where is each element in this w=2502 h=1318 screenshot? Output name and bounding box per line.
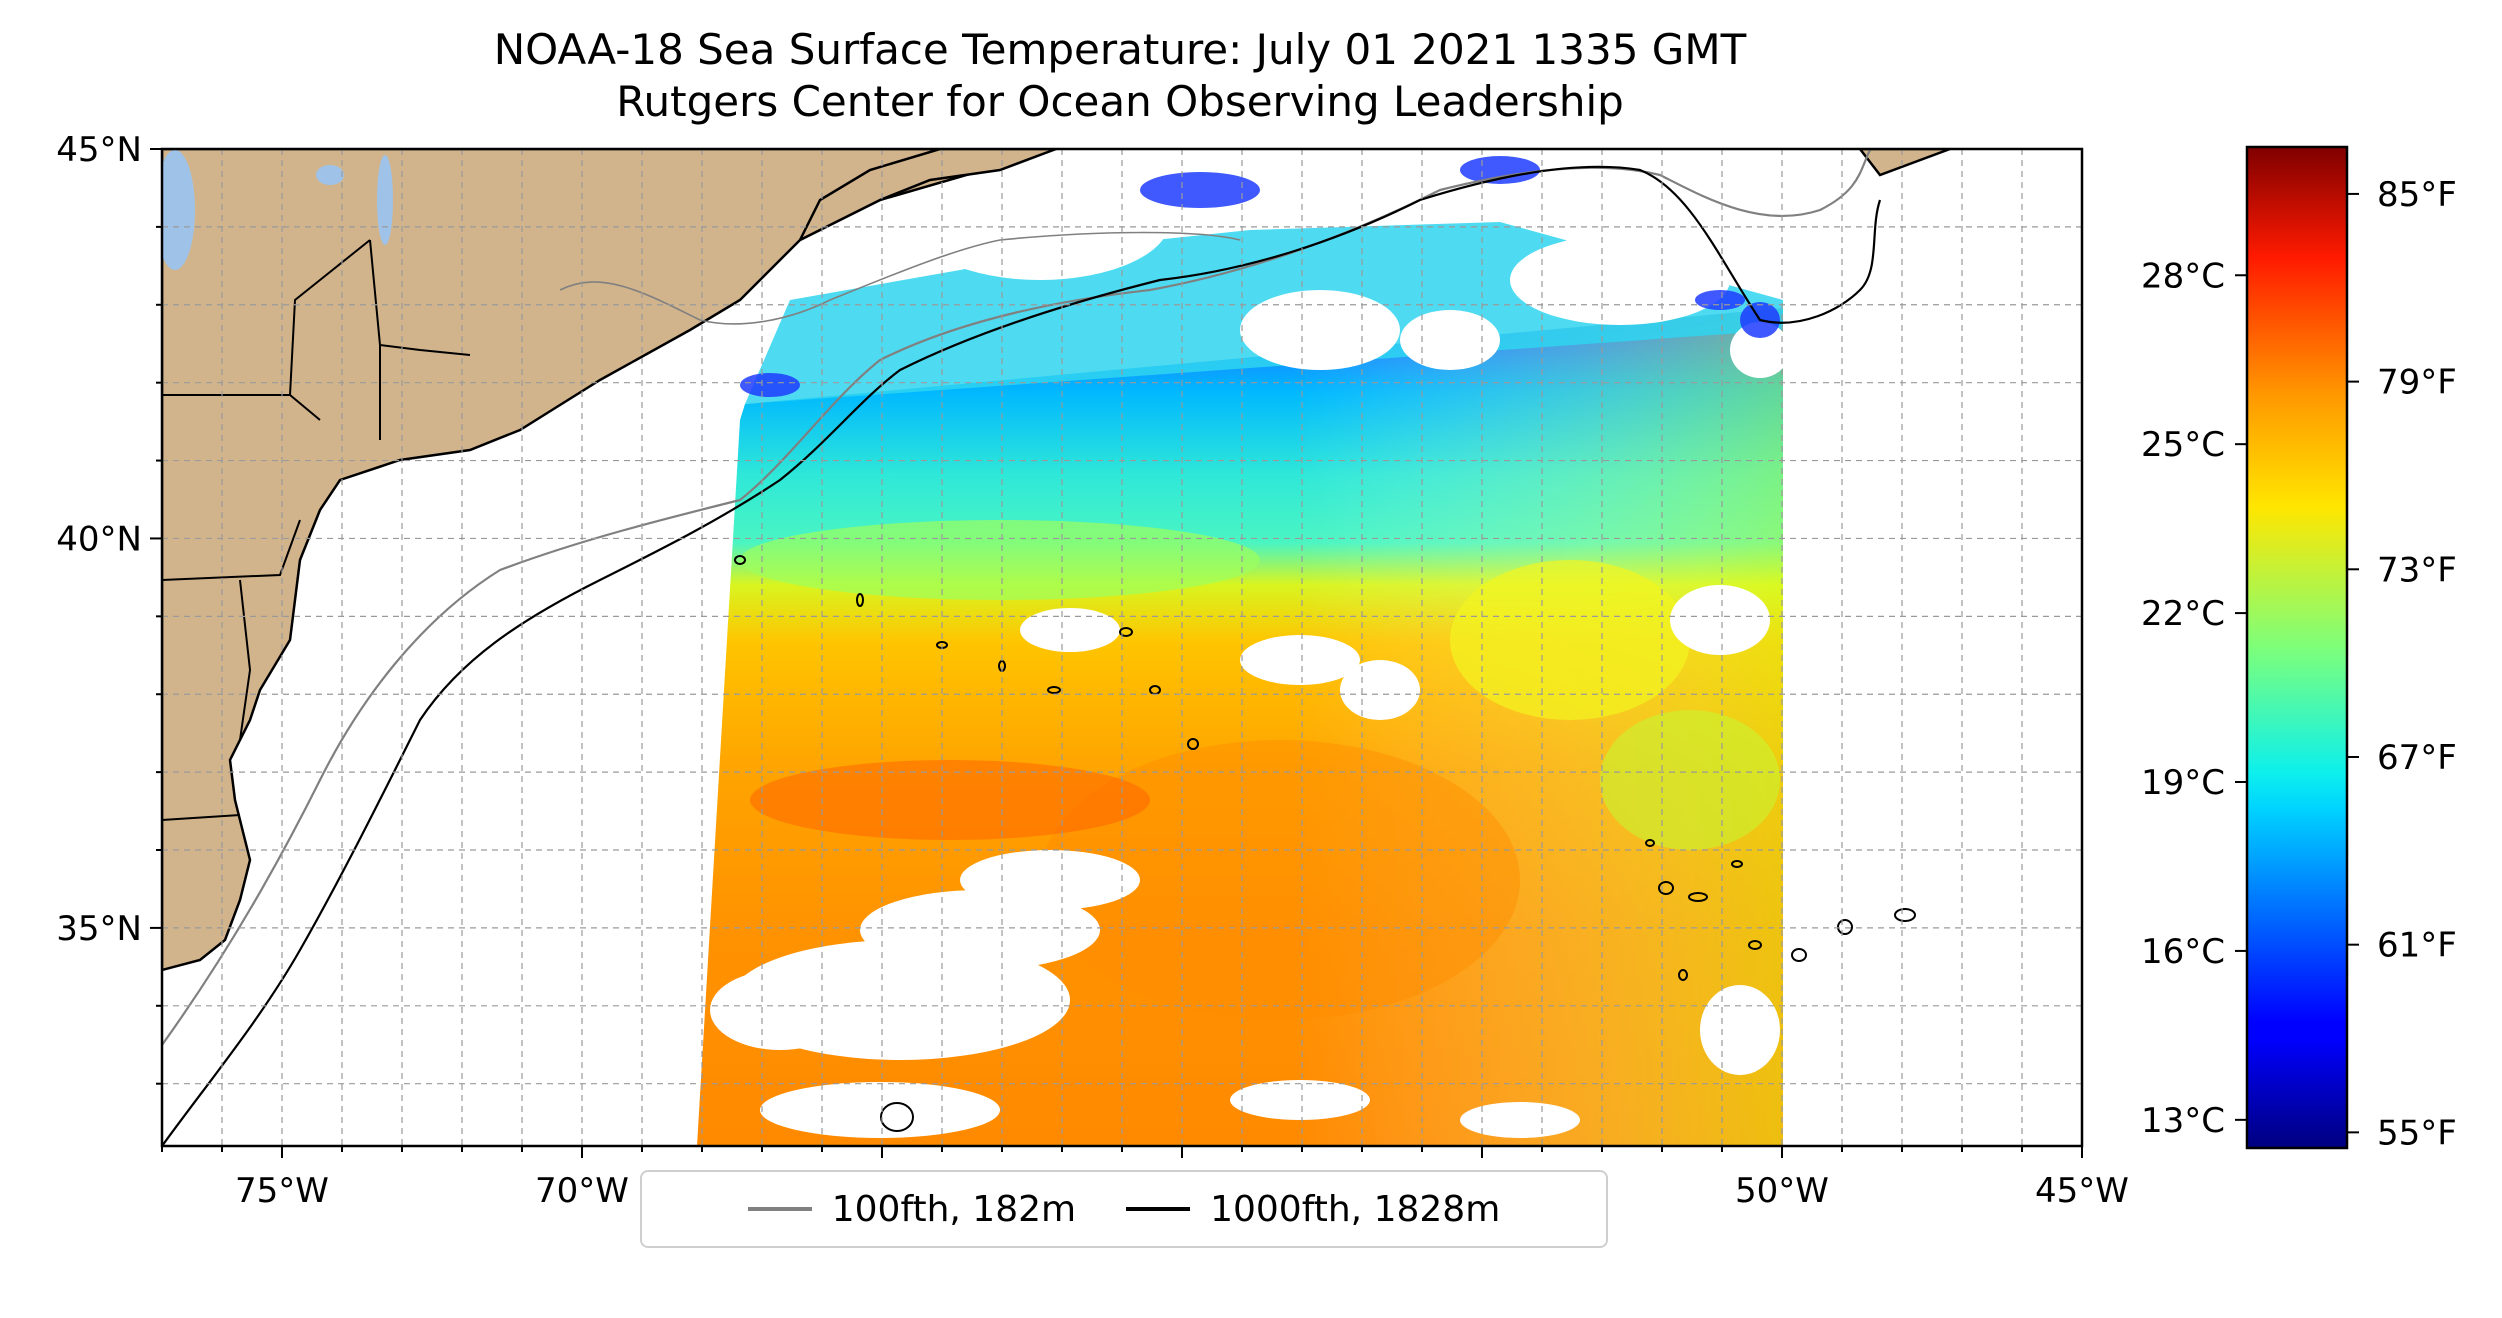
nova-scotia-land: [797, 149, 1057, 243]
colorbar-c-label: 28°C: [2141, 256, 2225, 296]
x-tick-label: 45°W: [2035, 1171, 2129, 1211]
state-borders: [162, 239, 471, 821]
title-line-2: Rutgers Center for Ocean Observing Leade…: [616, 77, 1624, 126]
colorbar-f-label: 55°F: [2377, 1113, 2457, 1153]
legend-swatch-1000fth: [1126, 1207, 1191, 1211]
cold-blue-patches: [740, 156, 1780, 397]
colorbar-c-label: 16°C: [2141, 932, 2225, 972]
gridlines: [162, 149, 2082, 1146]
sst-swath: [697, 156, 1790, 1146]
bathymetry-100fth: [162, 149, 1871, 1046]
y-tick-label: 35°N: [56, 909, 142, 949]
legend-entry-100fth: 100fth, 182m: [747, 1188, 1077, 1230]
north-america-land: [162, 149, 1057, 972]
sst-red-streak: [750, 760, 1150, 840]
lakes: [162, 150, 393, 270]
colorbar-ticks: 55°F 61°F 67°F 73°F 79°F 85°F 13°C 16°C 19°C 22°C…: [2141, 175, 2457, 1153]
colorbar-c-label: 19°C: [2141, 763, 2225, 803]
legend-label-1000fth: 1000fth, 1828m: [1210, 1188, 1501, 1230]
colorbar-c-label: 22°C: [2141, 594, 2225, 634]
colorbar-f-label: 85°F: [2377, 175, 2457, 215]
sst-yellow-eddy: [1450, 560, 1690, 720]
colorbar-c-label: 25°C: [2141, 425, 2225, 465]
colorbar-f-label: 79°F: [2377, 363, 2457, 403]
legend-entry-1000fth: 1000fth, 1828m: [1126, 1189, 1500, 1230]
colorbar-c-label: 13°C: [2141, 1101, 2225, 1141]
legend-label-100fth: 100fth, 182m: [831, 1188, 1077, 1230]
y-tick-label: 40°N: [56, 519, 142, 559]
newfoundland-land: [1858, 149, 1951, 177]
x-tick-label: 70°W: [535, 1171, 629, 1211]
colorbar: [2245, 145, 2349, 1150]
title-line-1: NOAA-18 Sea Surface Temperature: July 01…: [493, 25, 1747, 74]
land: [162, 149, 1951, 972]
bathymetry-1000fth: [162, 165, 1882, 1146]
cloud-mask: [710, 160, 1790, 1138]
colorbar-f-label: 73°F: [2377, 550, 2457, 590]
y-axis: 45°N 40°N 35°N: [56, 130, 162, 1085]
x-tick-label: 75°W: [235, 1171, 329, 1211]
sst-warm-core: [1040, 740, 1520, 1020]
x-tick-label: 50°W: [1735, 1171, 1829, 1211]
sst-green-east: [1600, 710, 1780, 850]
y-tick-label: 45°N: [56, 130, 142, 170]
colorbar-f-label: 61°F: [2377, 926, 2457, 966]
map-title: NOAA-18 Sea Surface Temperature: July 01…: [160, 24, 2080, 128]
legend-swatch-100fth: [747, 1207, 812, 1211]
map-legend: 100fth, 182m 1000fth, 1828m: [640, 1170, 1608, 1248]
seamounts: [734, 555, 1916, 1132]
sst-green-band: [740, 520, 1260, 600]
colorbar-f-label: 67°F: [2377, 738, 2457, 778]
